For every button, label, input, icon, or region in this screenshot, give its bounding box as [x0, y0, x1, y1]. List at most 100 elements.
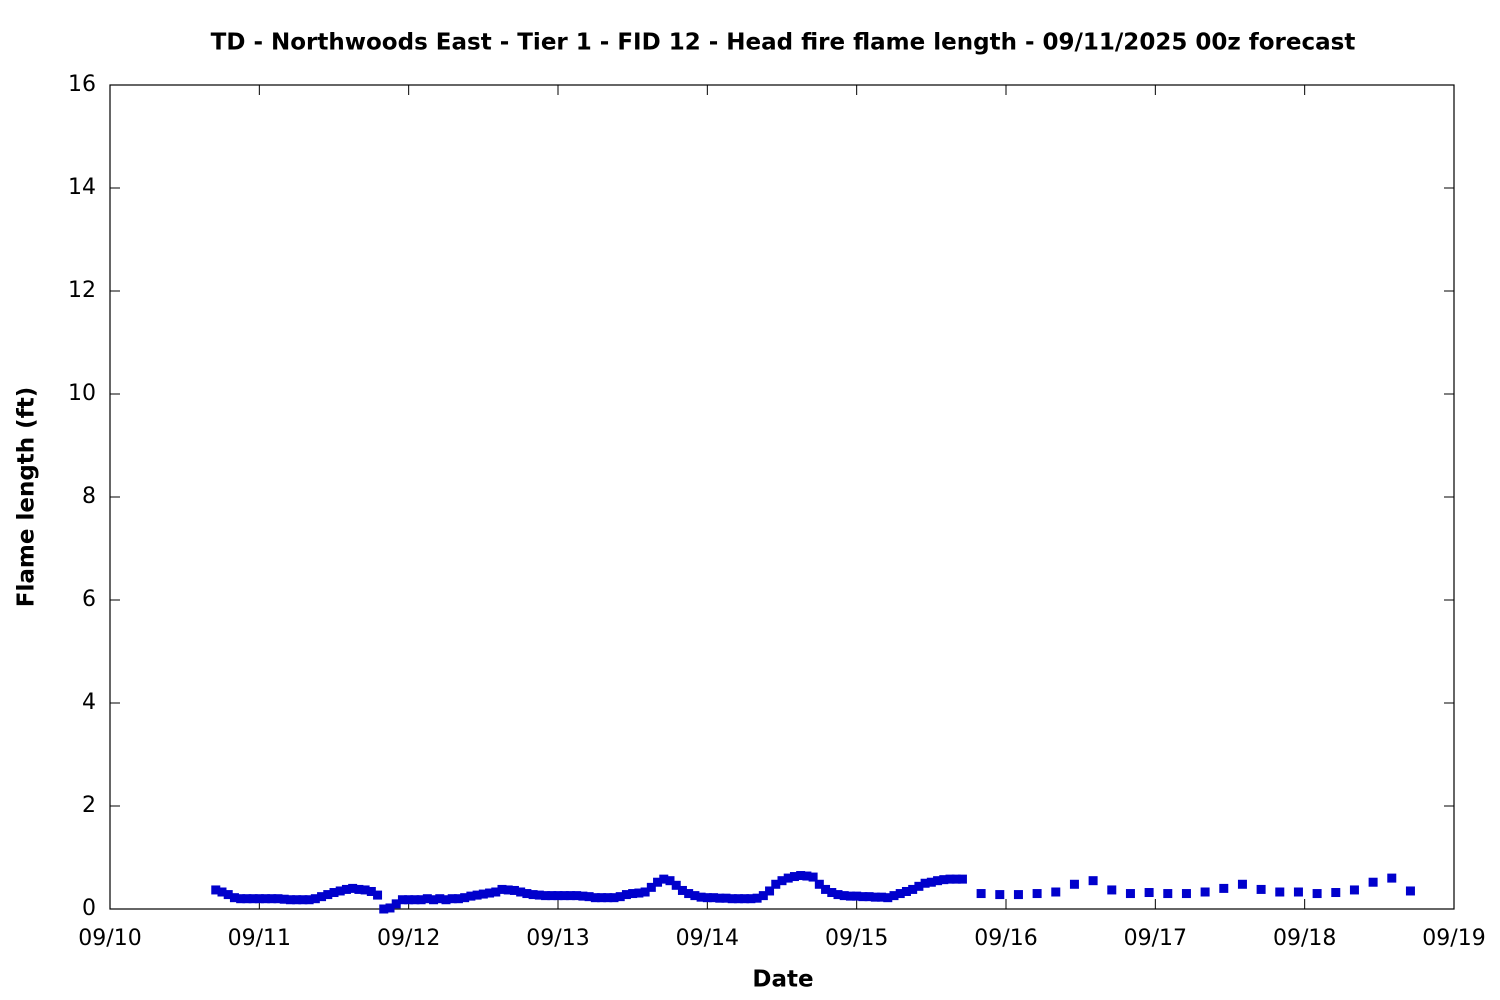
- point: [939, 875, 949, 885]
- y-tick-label: 6: [82, 587, 96, 612]
- point: [945, 874, 955, 884]
- point: [1013, 890, 1023, 900]
- point: [901, 886, 911, 896]
- point: [957, 874, 967, 884]
- point: [951, 874, 961, 884]
- point: [460, 893, 470, 903]
- point: [1275, 887, 1285, 897]
- point: [547, 891, 557, 901]
- point: [422, 894, 432, 904]
- point: [453, 894, 463, 904]
- point: [572, 891, 582, 901]
- point: [304, 895, 314, 905]
- point: [995, 890, 1005, 900]
- point: [1256, 884, 1266, 894]
- point: [727, 894, 737, 904]
- point: [1069, 879, 1079, 889]
- point: [653, 877, 663, 887]
- point: [341, 884, 351, 894]
- point: [1088, 876, 1098, 886]
- point: [317, 892, 327, 902]
- point: [578, 891, 588, 901]
- y-tick-label: 8: [82, 484, 96, 509]
- point: [870, 892, 880, 902]
- point: [236, 894, 246, 904]
- point: [404, 895, 414, 905]
- point: [391, 899, 401, 909]
- point: [615, 892, 625, 902]
- point: [684, 889, 694, 899]
- point: [541, 891, 551, 901]
- point: [466, 891, 476, 901]
- point: [229, 893, 239, 903]
- point: [1312, 889, 1322, 899]
- point: [721, 893, 731, 903]
- point: [665, 876, 675, 886]
- point: [777, 876, 787, 886]
- chart-title: TD - Northwoods East - Tier 1 - FID 12 -…: [211, 30, 1356, 56]
- point: [976, 889, 986, 899]
- point: [758, 891, 768, 901]
- point: [534, 890, 544, 900]
- point: [335, 886, 345, 896]
- point: [827, 888, 837, 898]
- point: [509, 885, 519, 895]
- point: [516, 887, 526, 897]
- point: [1387, 873, 1397, 883]
- point: [852, 891, 862, 901]
- point: [485, 888, 495, 898]
- point: [1405, 886, 1415, 896]
- point: [914, 881, 924, 891]
- point: [895, 889, 905, 899]
- x-tick-label: 09/13: [526, 926, 589, 951]
- y-tick-label: 16: [68, 72, 96, 97]
- y-tick-label: 0: [82, 896, 96, 921]
- point: [1349, 885, 1359, 895]
- point: [659, 874, 669, 884]
- point: [933, 876, 943, 886]
- point: [360, 885, 370, 895]
- point: [702, 893, 712, 903]
- point: [814, 879, 824, 889]
- y-tick-label: 14: [68, 175, 96, 200]
- point: [410, 895, 420, 905]
- point: [796, 871, 806, 881]
- point: [1237, 879, 1247, 889]
- y-tick-label: 4: [82, 690, 96, 715]
- point: [889, 891, 899, 901]
- point: [329, 888, 339, 898]
- point: [447, 894, 457, 904]
- point: [273, 894, 283, 904]
- y-tick-label: 2: [82, 793, 96, 818]
- point: [634, 888, 644, 898]
- point: [435, 894, 445, 904]
- x-tick-label: 09/16: [974, 926, 1037, 951]
- point: [640, 887, 650, 897]
- point: [740, 894, 750, 904]
- point: [267, 894, 277, 904]
- point: [1331, 888, 1341, 898]
- point: [646, 882, 656, 892]
- point: [590, 893, 600, 903]
- point: [254, 894, 264, 904]
- point: [877, 892, 887, 902]
- y-tick-label: 12: [68, 278, 96, 303]
- point: [211, 885, 221, 895]
- point: [223, 890, 233, 900]
- point: [416, 895, 426, 905]
- point: [373, 890, 383, 900]
- point: [677, 885, 687, 895]
- point: [839, 891, 849, 901]
- point: [920, 878, 930, 888]
- point: [354, 884, 364, 894]
- point: [441, 895, 451, 905]
- point: [696, 892, 706, 902]
- point: [528, 890, 538, 900]
- point: [385, 903, 395, 913]
- point: [833, 890, 843, 900]
- point: [690, 891, 700, 901]
- point: [845, 891, 855, 901]
- point: [628, 889, 638, 899]
- point: [1032, 889, 1042, 899]
